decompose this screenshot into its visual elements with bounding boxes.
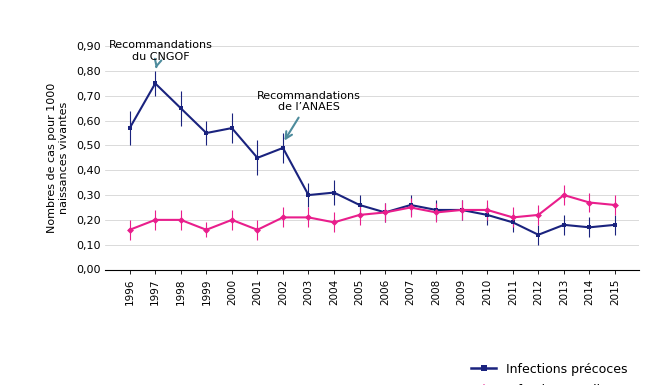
Text: Recommandations
du CNGOF: Recommandations du CNGOF <box>109 40 212 67</box>
Y-axis label: Nombres de cas pour 1000
naissances vivantes: Nombres de cas pour 1000 naissances viva… <box>47 83 69 233</box>
Legend: Infections précoces, Infections tardives: Infections précoces, Infections tardives <box>467 358 633 385</box>
Text: Recommandations
de l’ANAES: Recommandations de l’ANAES <box>256 91 360 139</box>
